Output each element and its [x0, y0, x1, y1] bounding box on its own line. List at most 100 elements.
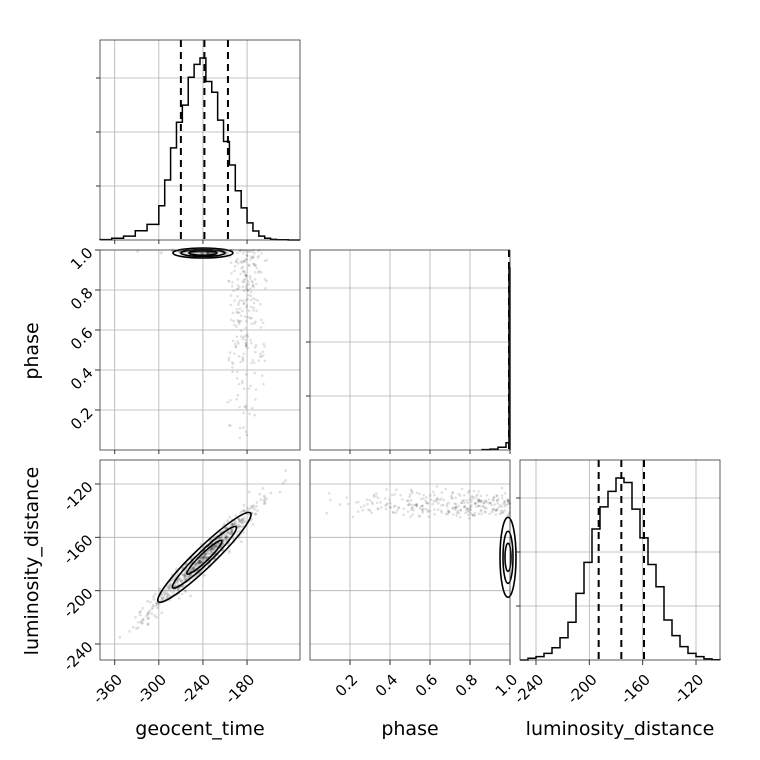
scatter-point-phase-distance: [451, 507, 455, 510]
scatter-point-time-phase-tail: [236, 284, 240, 287]
scatter-point-phase-distance: [445, 504, 449, 508]
scatter-point-time-phase-tail: [238, 298, 242, 302]
scatter-point-time-phase-tail: [260, 318, 263, 322]
scatter-point-time-phase-tail: [246, 333, 249, 336]
scatter-point-time-distance: [147, 616, 150, 620]
scatter-point-time-phase-tail: [234, 260, 238, 264]
scatter-point-time-phase-tail: [235, 259, 238, 263]
scatter-point-time-phase-tail: [239, 272, 242, 276]
scatter-point-time-phase-tail: [231, 339, 235, 343]
scatter-point-time-phase-tail: [243, 315, 247, 319]
scatter-point-time-distance: [152, 597, 156, 601]
scatter-point-phase-distance: [408, 493, 412, 496]
scatter-point-phase-distance: [457, 492, 461, 496]
scatter-point-time-distance: [131, 625, 135, 629]
scatter-point-time-distance: [242, 509, 246, 513]
scatter-point-time-distance: [181, 573, 185, 577]
scatter-point-phase-distance: [456, 509, 460, 513]
scatter-point-time-distance: [203, 553, 207, 557]
x-tick-label-phase-2: 0.6: [412, 671, 442, 701]
scatter-point-phase-distance: [471, 495, 475, 499]
scatter-point-time-distance: [214, 544, 218, 548]
scatter-point-phase-distance: [426, 501, 430, 505]
scatter-point-phase-distance: [422, 497, 425, 500]
scatter-point-phase-distance: [479, 508, 483, 512]
scatter-point-time-distance: [214, 543, 217, 547]
scatter-point-time-distance: [176, 582, 180, 586]
scatter-point-time-distance: [249, 504, 253, 508]
scatter-point-time-phase-tail: [254, 346, 257, 349]
scatter-point-phase-distance: [376, 507, 379, 510]
scatter-point-time-distance: [230, 529, 234, 533]
contour-time-phase-0: [172, 247, 234, 259]
scatter-point-phase-distance: [503, 502, 506, 506]
scatter-point-time-distance: [151, 604, 155, 607]
scatter-point-time-phase-tail: [259, 352, 262, 355]
scatter-point-phase-distance: [481, 504, 485, 508]
scatter-point-phase-distance: [503, 500, 507, 503]
scatter-point-time-distance: [218, 536, 221, 540]
scatter-point-time-phase-tail: [244, 298, 248, 302]
scatter-point-phase-distance: [467, 517, 471, 520]
scatter-point-time-phase-tail: [244, 341, 248, 345]
scatter-point-phase-distance: [492, 496, 495, 499]
scatter-point-phase-distance: [473, 501, 477, 505]
scatter-point-time-phase-tail: [238, 426, 242, 430]
scatter-point-phase-distance: [463, 505, 467, 508]
scatter-point-time-phase-tail: [233, 352, 236, 355]
scatter-point-phase-distance: [501, 496, 504, 500]
scatter-point-phase-distance: [459, 508, 463, 512]
scatter-point-phase-distance: [480, 512, 483, 516]
scatter-point-time-distance: [231, 523, 235, 526]
scatter-point-time-distance: [146, 623, 150, 626]
scatter-point-time-distance: [214, 544, 218, 548]
y-tick-label-luminosity-distance-3: -120: [60, 478, 97, 515]
scatter-point-time-phase-tail: [235, 325, 238, 328]
scatter-point-time-distance: [161, 596, 165, 600]
scatter-point-time-distance: [141, 618, 145, 622]
scatter-point-time-distance: [209, 549, 213, 552]
scatter-point-phase-distance: [487, 498, 491, 501]
scatter-point-time-distance: [140, 619, 143, 623]
scatter-point-time-distance: [177, 587, 181, 591]
scatter-point-phase-distance: [384, 507, 388, 511]
scatter-point-time-phase-tail: [237, 303, 240, 306]
scatter-point-time-phase: [200, 251, 204, 255]
scatter-point-time-distance: [210, 547, 213, 551]
scatter-point-time-phase-tail: [238, 436, 242, 440]
scatter-point-time-distance: [166, 593, 170, 597]
scatter-point-phase-distance: [494, 513, 498, 516]
scatter-point-time-phase-tail: [246, 346, 250, 350]
scatter-point-phase-distance: [473, 511, 477, 515]
scatter-point-phase-distance: [455, 506, 458, 509]
scatter-point-time-distance: [192, 565, 196, 568]
scatter-point-time-distance: [213, 545, 217, 549]
scatter-point-time-distance: [193, 563, 197, 567]
scatter-point-time-distance: [212, 545, 216, 549]
scatter-point-time-phase-tail: [249, 290, 253, 294]
scatter-point-phase-distance: [428, 509, 432, 513]
scatter-point-time-phase-tail: [237, 320, 241, 324]
scatter-point-time-phase-tail: [241, 359, 245, 363]
scatter-point-time-distance: [210, 547, 214, 551]
scatter-point-time-distance: [156, 606, 160, 610]
scatter-point-phase-distance: [469, 511, 472, 515]
scatter-point-time-phase-tail: [246, 289, 250, 293]
scatter-point-time-phase-tail: [254, 344, 258, 347]
scatter-point-time-distance: [141, 606, 144, 610]
scatter-point-time-phase: [206, 251, 210, 255]
scatter-point-time-phase-tail: [246, 315, 250, 319]
scatter-point-time-phase-tail: [241, 309, 244, 313]
scatter-point-phase-distance: [471, 513, 475, 517]
x-tick-label-geocent-time-3: -180: [222, 671, 259, 708]
scatter-point-time-phase-tail: [231, 362, 235, 365]
scatter-point-time-phase-tail: [244, 406, 248, 410]
scatter-point-phase-distance: [484, 499, 488, 503]
scatter-point-time-phase-tail: [242, 301, 246, 305]
scatter-point-time-phase-tail: [244, 274, 248, 278]
scatter-point-time-phase-tail: [239, 314, 243, 318]
scatter-point-time-phase-tail: [247, 264, 251, 268]
scatter-point-time-distance: [253, 507, 256, 511]
scatter-point-time-distance: [208, 552, 212, 556]
scatter-point-time-phase-tail: [243, 405, 246, 409]
